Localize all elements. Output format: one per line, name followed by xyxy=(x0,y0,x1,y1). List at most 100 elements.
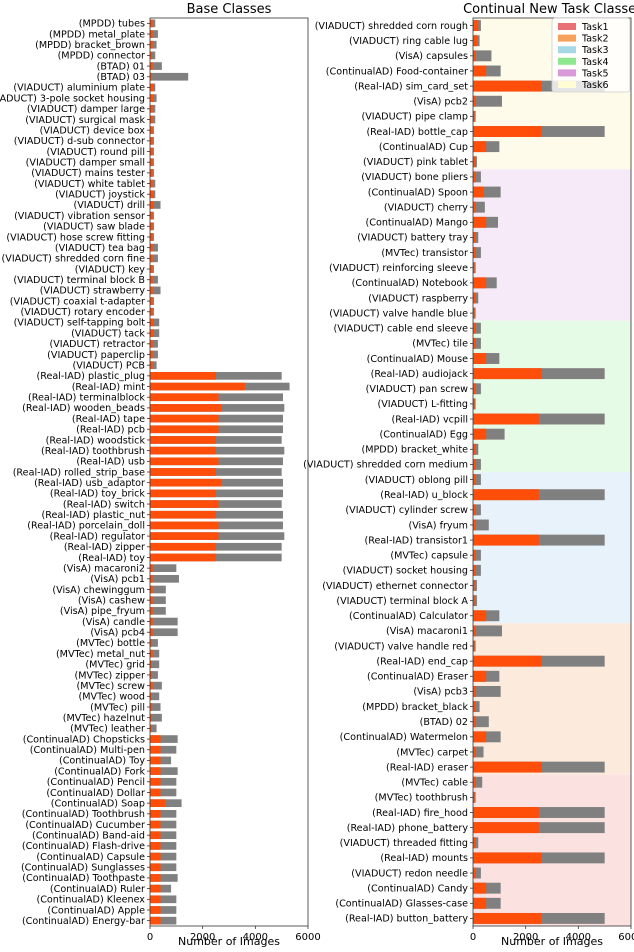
bar-total xyxy=(150,863,177,872)
y-tick-label: (Real-IAD) usb_adaptor xyxy=(34,478,145,489)
bar-anomaly xyxy=(150,809,161,818)
bar-anomaly xyxy=(473,731,487,743)
bar-anomaly xyxy=(473,837,476,849)
bar-total xyxy=(150,51,156,60)
y-tick-label: (VIADUCT) vibration sensor xyxy=(14,211,145,222)
legend-swatch xyxy=(558,46,576,54)
y-tick-label: (VIADUCT) tack xyxy=(71,328,145,339)
bar-total xyxy=(150,585,166,594)
y-tick-label: (MPDD) metal_plate xyxy=(49,29,145,40)
bar-anomaly xyxy=(473,807,539,818)
bar-total xyxy=(473,353,500,364)
y-tick-label: (MVTec) wood xyxy=(79,692,145,703)
bar-anomaly xyxy=(473,277,487,289)
y-tick-label: (Real-IAD) eraser xyxy=(386,762,468,773)
bar-anomaly xyxy=(150,179,153,188)
legend-label: Task6 xyxy=(581,80,609,91)
bar-total xyxy=(473,489,605,501)
y-tick-label: (MVTec) hazelnut xyxy=(63,713,146,724)
bar-anomaly xyxy=(150,681,153,690)
bar-total xyxy=(150,94,157,102)
bar-anomaly xyxy=(150,318,154,327)
bar-total xyxy=(473,549,481,561)
bar-anomaly xyxy=(473,791,475,803)
y-tick-label: (Real-IAD) vcpill xyxy=(392,414,469,425)
bar-anomaly xyxy=(150,329,154,337)
base-classes-title: Base Classes xyxy=(187,2,272,17)
y-tick-label: (MPDD) bracket_white xyxy=(362,445,469,456)
bar-total xyxy=(473,807,605,818)
bar-anomaly xyxy=(150,72,152,81)
bar-total xyxy=(150,510,283,519)
bar-anomaly xyxy=(150,222,153,231)
y-tick-label: (Real-IAD) sim_card_set xyxy=(354,81,468,92)
bar-anomaly xyxy=(150,671,152,679)
y-tick-label: (VIADUCT) device box xyxy=(40,125,146,136)
y-tick-label: (MVTec) grid xyxy=(85,660,145,671)
bar-anomaly xyxy=(473,231,476,243)
y-tick-label: (VIADUCT) redon needle xyxy=(351,868,468,879)
new-task-classes-xlabel: Number of Images xyxy=(501,935,603,948)
bar-total xyxy=(150,916,177,925)
legend-swatch xyxy=(558,57,576,65)
bar-anomaly xyxy=(150,169,153,177)
bar-anomaly xyxy=(150,137,153,145)
legend-swatch xyxy=(558,34,576,42)
bar-anomaly xyxy=(150,286,153,295)
bar-total xyxy=(473,186,501,198)
bar-anomaly xyxy=(150,895,161,904)
bar-anomaly xyxy=(150,393,219,402)
x-tick-label: 0 xyxy=(147,932,153,943)
base-classes-x-ticks: 0 2000 4000 6000 xyxy=(147,926,321,943)
bar-anomaly xyxy=(473,489,539,501)
bar-anomaly xyxy=(473,670,487,682)
x-tick-label: 2000 xyxy=(513,932,538,943)
y-tick-label: (VIADUCT) terminal block A xyxy=(336,596,468,607)
legend-label: Task4 xyxy=(581,57,609,68)
bar-anomaly xyxy=(150,585,153,594)
bar-total xyxy=(473,201,485,213)
bar-anomaly xyxy=(473,912,542,924)
bar-total xyxy=(150,72,189,81)
y-tick-label: (VIADUCT) rotary encoder xyxy=(21,307,145,318)
bar-anomaly xyxy=(150,446,216,455)
bar-total xyxy=(150,713,162,722)
new-task-classes-title: Continual New Task Classes xyxy=(463,2,634,17)
bar-anomaly xyxy=(150,767,161,775)
y-tick-label: (VIADUCT) joystick xyxy=(55,190,145,201)
bar-anomaly xyxy=(473,141,487,153)
bar-total xyxy=(150,318,160,327)
base-classes-xlabel: Number of Images xyxy=(178,935,280,948)
y-tick-label: (MVTec) screw xyxy=(76,681,145,692)
bar-total xyxy=(150,842,177,850)
bar-anomaly xyxy=(150,831,161,840)
y-tick-label: (MVTec) transistor xyxy=(381,248,468,259)
bar-anomaly xyxy=(473,882,487,894)
bar-total xyxy=(150,275,158,284)
bar-total xyxy=(473,413,605,425)
bar-total xyxy=(473,247,481,259)
bar-total xyxy=(150,62,162,70)
bar-total xyxy=(473,458,481,470)
bar-total xyxy=(473,610,500,622)
x-tick-label: 4000 xyxy=(566,932,591,943)
y-tick-label: (Real-IAD) mint xyxy=(72,382,146,393)
y-tick-label: (Real-IAD) mounts xyxy=(380,853,468,864)
bar-anomaly xyxy=(150,596,153,605)
y-tick-label: (VIADUCT) pipe clamp xyxy=(361,112,468,123)
bar-total xyxy=(150,831,177,840)
bar-total xyxy=(150,489,283,498)
y-tick-label: (Real-IAD) switch xyxy=(63,499,145,510)
y-tick-label: (ContinualAD) Sunglasses xyxy=(21,863,145,874)
y-tick-label: (VisA) pcb1 xyxy=(90,574,145,585)
bar-anomaly xyxy=(150,297,153,305)
y-tick-label: (ContinualAD) Spoon xyxy=(368,187,468,198)
y-tick-label: (ContinualAD) Toothbrush xyxy=(22,809,145,820)
bar-anomaly xyxy=(150,884,161,893)
bar-anomaly xyxy=(473,458,476,470)
bar-total xyxy=(473,564,481,576)
bar-anomaly xyxy=(150,254,153,263)
bar-anomaly xyxy=(150,307,153,316)
y-tick-label: (VIADUCT) key xyxy=(75,264,146,275)
bar-anomaly xyxy=(150,115,153,124)
